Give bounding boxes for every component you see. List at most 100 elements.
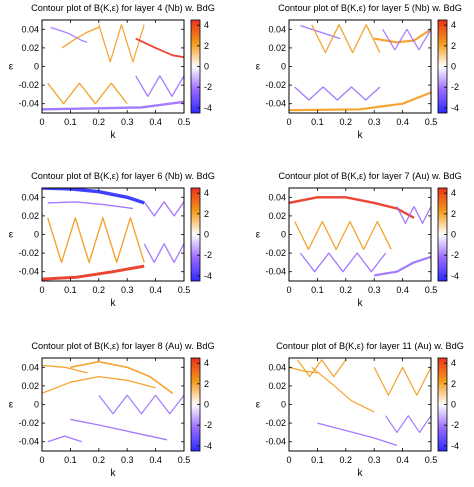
colorbar-tick-label: 0 [451,400,456,410]
colorbar-tick-label: -4 [204,103,212,113]
y-tick-label: 0.02 [21,381,39,391]
y-axis-label: ε [9,230,14,241]
x-tick-label: 0.4 [396,455,409,465]
colorbar-tick-label: -2 [204,420,212,430]
y-tick-label: -0.04 [265,267,286,277]
x-tick-label: 0.5 [178,285,191,295]
x-tick-label: 0 [286,455,291,465]
x-tick-label: 0.4 [149,285,162,295]
y-tick-label: 0.02 [21,43,39,53]
y-tick-label: 0 [34,62,39,72]
plot-area [289,20,431,113]
x-tick-label: 0.2 [93,285,106,295]
colorbar-tick-label: -4 [204,441,212,451]
spectral-band [294,86,381,101]
chart-panel-2: Contour plot of B(K,ε) for layer 5 (Nb) … [256,3,462,141]
spectral-band [385,415,431,433]
y-tick-label: 0.04 [268,362,286,372]
x-tick-label: 0 [39,455,44,465]
spectral-band [294,220,392,251]
spectral-band [70,418,168,441]
x-tick-label: 0.5 [425,117,438,127]
colorbar-tick-label: 4 [451,20,456,30]
band-layer [289,359,431,447]
y-tick-label: 0 [34,400,39,410]
x-tick-label: 0.1 [311,455,324,465]
spectral-band [42,188,145,205]
plot-area [42,188,184,281]
spectral-band [47,201,133,210]
chart-title: Contour plot of B(K,ε) for layer 4 (Nb) … [31,3,215,13]
plot-area [42,358,184,451]
y-tick-label: 0.04 [268,24,286,34]
chart-title: Contour plot of B(K,ε) for layer 11 (Au)… [276,341,464,351]
y-tick-label: 0.02 [21,211,39,221]
colorbar-tick-label: 2 [204,209,209,219]
y-tick-label: 0.04 [21,192,39,202]
x-tick-label: 0.5 [178,455,191,465]
spectral-band [42,100,184,111]
chart-title: Contour plot of B(K,ε) for layer 5 (Nb) … [278,3,462,13]
x-tick-label: 0.3 [121,285,134,295]
spectral-band [289,196,415,219]
y-tick-label: -0.04 [265,437,286,447]
spectral-band [135,75,184,97]
colorbar-tick-label: -2 [451,82,459,92]
x-axis-label: k [111,298,117,309]
colorbar-tick-label: -2 [204,82,212,92]
y-tick-label: 0.04 [21,24,39,34]
x-tick-label: 0.2 [93,117,106,127]
chart-title: Contour plot of B(K,ε) for layer 6 (Nb) … [31,171,215,181]
y-tick-label: -0.04 [18,267,39,277]
x-tick-label: 0.1 [64,117,77,127]
colorbar-tick-label: 4 [451,188,456,198]
x-tick-label: 0.1 [64,455,77,465]
y-tick-label: 0 [34,230,39,240]
colorbar-tick-label: 2 [204,41,209,51]
y-axis-label: ε [256,400,261,411]
x-tick-label: 0.1 [311,285,324,295]
colorbar-tick-label: -2 [204,250,212,260]
spectral-band [98,394,184,415]
x-tick-label: 0 [286,285,291,295]
spectral-band [374,255,431,277]
y-axis-label: ε [9,400,14,411]
colorbar-tick-label: -2 [451,250,459,260]
spectral-band [143,243,184,264]
spectral-band [42,364,88,374]
colorbar-tick-label: 2 [204,379,209,389]
x-tick-label: 0.2 [93,455,106,465]
y-axis-label: ε [256,62,261,73]
colorbar-tick-label: -4 [451,441,459,451]
x-tick-label: 0 [39,117,44,127]
y-tick-label: 0.02 [268,211,286,221]
spectral-band [311,366,375,413]
chart-title: Contour plot of B(K,ε) for layer 8 (Au) … [31,341,214,351]
y-tick-label: 0.02 [268,381,286,391]
y-tick-label: 0 [281,400,286,410]
band-layer [289,196,431,277]
spectral-band [374,28,431,44]
colorbar-tick-label: 0 [204,400,209,410]
x-axis-label: k [111,130,117,141]
chart-panel-1: Contour plot of B(K,ε) for layer 4 (Nb) … [9,3,215,141]
band-layer [42,24,184,111]
colorbar-tick-label: 4 [204,20,209,30]
x-tick-label: 0.2 [340,285,353,295]
spectral-band [300,24,341,40]
y-axis-label: ε [256,230,261,241]
y-tick-label: -0.02 [18,80,39,90]
spectral-band [373,366,431,396]
spectral-band [297,359,347,378]
y-tick-label: -0.04 [18,437,39,447]
x-tick-label: 0.4 [149,117,162,127]
spectral-band [299,252,387,273]
x-tick-label: 0.2 [340,455,353,465]
colorbar-tick-label: -2 [451,420,459,430]
y-tick-label: -0.02 [265,80,286,90]
y-tick-label: 0.04 [268,192,286,202]
colorbar-tick-label: 0 [204,230,209,240]
spectral-band [135,37,184,59]
